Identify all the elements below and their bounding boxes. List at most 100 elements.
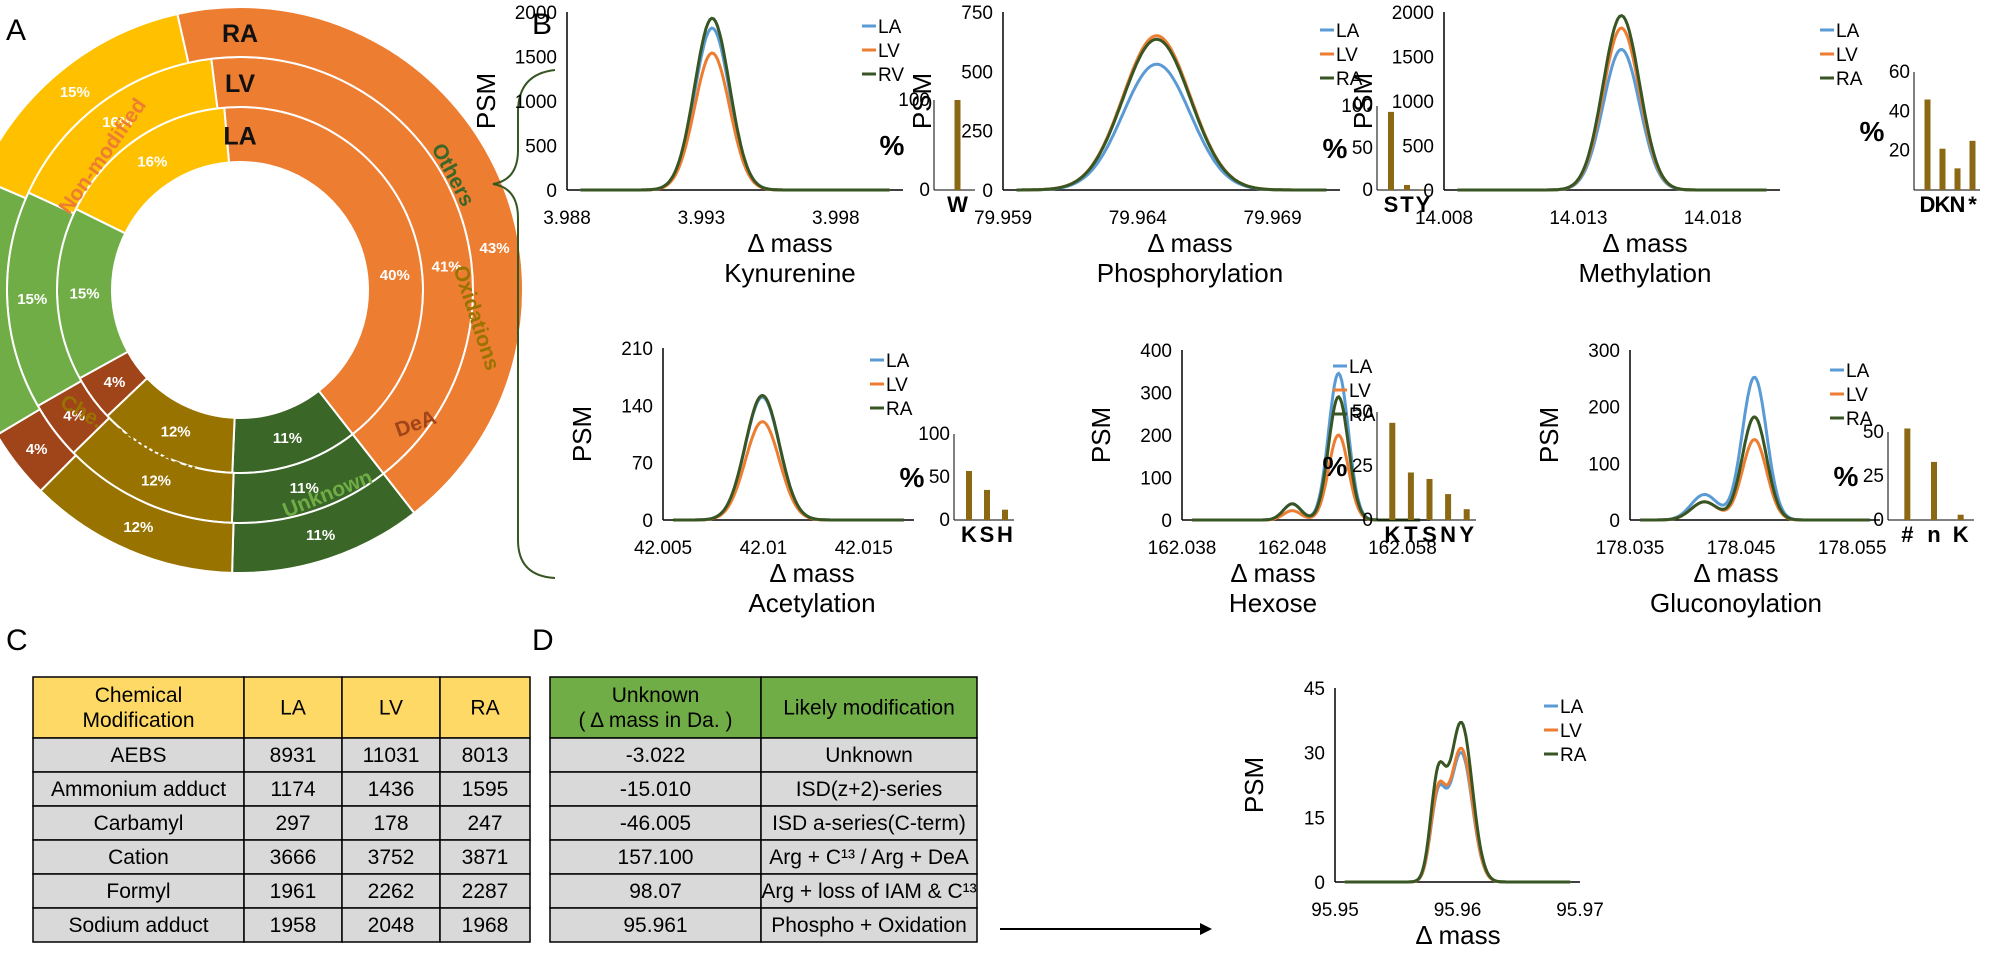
y-tick-label: 1000 [515, 92, 557, 113]
chart-title: Acetylation [748, 588, 875, 618]
donut-pct-dea-LA: 4% [104, 374, 126, 391]
inset-y-tick-label: 0 [1362, 180, 1373, 201]
legend-label-LA: LA [1846, 361, 1870, 382]
panel-b-bracket [492, 69, 556, 579]
bar-category-label: S [1384, 192, 1399, 217]
legend-label-LV: LV [1846, 385, 1868, 406]
panel-label-a: A [6, 14, 26, 47]
table-cell [32, 805, 245, 841]
x-tick-label: 95.96 [1434, 900, 1482, 921]
series-line-LV [673, 420, 904, 522]
bar-category-label: n [1927, 522, 1940, 547]
table-header-text: Chemical [95, 684, 183, 707]
x-tick-label: 42.005 [634, 538, 692, 559]
table-cell-text: Arg + C¹³ / Arg + DeA [769, 846, 969, 869]
donut-pct-dea-LV: 4% [63, 407, 85, 424]
legend-label-LV: LV [1336, 45, 1358, 66]
table-cell [549, 873, 762, 909]
table-header-text: Likely modification [783, 697, 955, 720]
table-cell-text: 2048 [368, 914, 415, 937]
x-tick-label: 162.058 [1368, 538, 1437, 559]
y-tick-label: 0 [1161, 511, 1172, 532]
table-cell-text: Phospho + Oxidation [771, 914, 967, 937]
y-axis-title: PSM [907, 73, 937, 129]
y-tick-label: 0 [1609, 511, 1620, 532]
table-cell-text: 2287 [462, 880, 509, 903]
bar-category-label: Y [1459, 522, 1474, 547]
y-tick-label: 70 [632, 454, 653, 475]
bar-S [1388, 111, 1394, 190]
table-cell [439, 907, 531, 943]
table-cell-text: 8013 [462, 744, 509, 767]
series-line-LV [1191, 433, 1421, 522]
chart-title: Hexose [1229, 588, 1317, 618]
series-line-LA [1457, 47, 1767, 192]
table-cell-text: 8931 [270, 744, 317, 767]
table-cell [341, 907, 441, 943]
inset-y-title: % [880, 130, 905, 161]
series-line-LV [1457, 26, 1767, 192]
y-tick-label: 0 [1423, 181, 1434, 202]
table-cell-text: 2262 [368, 880, 415, 903]
table-cell [439, 873, 531, 909]
table-cell [439, 771, 531, 807]
bar-H [1002, 509, 1008, 520]
ring-label-RA: RA [222, 20, 258, 48]
bar-category-label: K [961, 522, 977, 547]
table-header-text: LV [379, 697, 403, 720]
inset-y-tick-label: 50 [929, 467, 950, 488]
inset-y-tick-label: 40 [1889, 101, 1910, 122]
table-header-cell [549, 676, 762, 739]
donut-pct-oxid-LA: 12% [161, 424, 191, 441]
bar-category-label: K [1384, 522, 1400, 547]
table-cell-text: 98.07 [629, 880, 682, 903]
inset-y-tick-label: 50 [1352, 138, 1373, 159]
series-line-RA [1344, 721, 1571, 884]
y-tick-label: 1500 [515, 48, 557, 69]
x-tick-label: 79.969 [1244, 208, 1302, 229]
y-tick-label: 300 [1588, 341, 1620, 362]
table-cell [549, 771, 762, 807]
bar-category-label: D [1920, 192, 1936, 217]
bar-category-label: N [1950, 192, 1966, 217]
donut-pct-others-LV: 11% [290, 480, 319, 497]
y-tick-label: 210 [621, 339, 653, 360]
inset-y-tick-label: 50 [1352, 402, 1373, 423]
bar-category-label: K [1953, 522, 1969, 547]
chart-title: Phosphorylation [1097, 258, 1283, 288]
inset-y-tick-label: 100 [898, 90, 930, 111]
table-unknown-mass: Unknown( Δ mass in Da. )Likely modificat… [549, 676, 978, 943]
bar-K [1957, 514, 1964, 520]
y-tick-label: 15 [1304, 808, 1325, 829]
x-tick-label: 3.998 [812, 208, 860, 229]
x-tick-label: 162.048 [1258, 538, 1327, 559]
y-tick-label: 30 [1304, 744, 1325, 765]
legend-label-LA: LA [878, 17, 902, 38]
y-tick-label: 100 [1140, 469, 1172, 490]
inset-bars-hexose: 0 25 50% K T S N Y [1323, 402, 1476, 547]
table-cell [760, 805, 978, 841]
table-cell [341, 737, 441, 773]
y-tick-label: 200 [1140, 426, 1172, 447]
inset-bars-phosphorylation: 0 50 100% S T Y [1323, 96, 1431, 217]
y-tick-label: 500 [1402, 137, 1434, 158]
y-tick-label: 500 [961, 62, 993, 83]
chart-title: Gluconoylation [1650, 588, 1822, 618]
table-header-text: RA [470, 697, 499, 720]
table-cell-text: Cation [108, 846, 169, 869]
legend-label-LA: LA [886, 351, 910, 372]
series-line-LV [1016, 34, 1327, 192]
ring-label-LV: LV [225, 70, 255, 98]
table-cell-text: Carbamyl [94, 812, 184, 835]
series-line-RA [673, 393, 904, 522]
table-header-cell [439, 676, 531, 739]
y-axis-title: PSM [1086, 407, 1116, 463]
legend-label-RA: RA [1349, 405, 1376, 426]
inset-y-tick-label: 0 [1362, 510, 1373, 531]
table-cell-text: 3871 [462, 846, 509, 869]
bar-N [1445, 494, 1452, 520]
donut-pct-nonmod-RA: 43% [480, 240, 510, 257]
series-line-LA [1344, 751, 1571, 884]
series-line-LA [1016, 62, 1327, 192]
